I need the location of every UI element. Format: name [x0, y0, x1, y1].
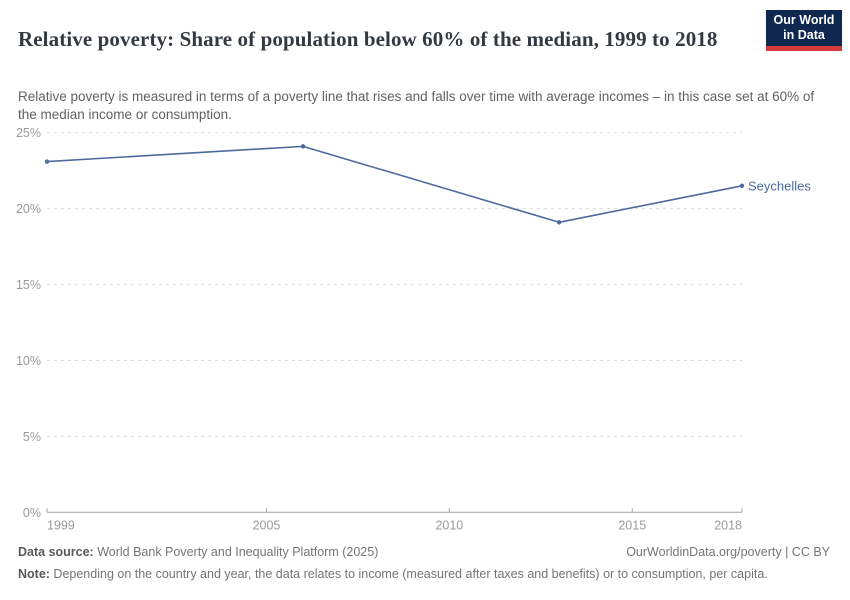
data-source-value: World Bank Poverty and Inequality Platfo…: [93, 545, 379, 559]
x-tick-label: 1999: [47, 518, 75, 532]
y-tick-label: 0%: [23, 506, 41, 520]
data-line: [46, 145, 743, 224]
footer-source-row: Data source: World Bank Poverty and Ineq…: [18, 544, 830, 561]
y-tick-label: 20%: [16, 202, 41, 216]
data-point[interactable]: [44, 159, 50, 164]
x-tick-label: 2010: [435, 518, 463, 532]
y-tick-label: 5%: [23, 430, 41, 444]
chart-subtitle: Relative poverty is measured in terms of…: [18, 88, 815, 123]
x-tick-label: 2015: [618, 518, 646, 532]
x-tick-label: 2018: [714, 518, 742, 532]
owid-logo[interactable]: Our World in Data: [766, 10, 842, 51]
note-label: Note:: [18, 567, 50, 581]
y-tick-label: 10%: [16, 354, 41, 368]
owid-logo-line1: Our World: [773, 13, 835, 27]
owid-logo-line2: in Data: [783, 28, 825, 42]
y-tick-label: 25%: [16, 126, 41, 140]
data-point[interactable]: [739, 183, 745, 189]
footer-note-row: Note: Depending on the country and year,…: [18, 566, 830, 583]
credit-link[interactable]: OurWorldinData.org/poverty | CC BY: [626, 545, 830, 559]
note-text: Note: Depending on the country and year,…: [18, 567, 768, 581]
chart-footer: Data source: World Bank Poverty and Ineq…: [18, 544, 830, 583]
data-point[interactable]: [300, 144, 306, 149]
x-tick-label: 2005: [253, 518, 281, 532]
y-tick-label: 15%: [16, 278, 41, 292]
note-value: Depending on the country and year, the d…: [49, 567, 768, 581]
series-label[interactable]: Seychelles: [748, 178, 811, 193]
data-source-label: Data source:: [18, 545, 94, 559]
data-point[interactable]: [556, 220, 562, 225]
page-title: Relative poverty: Share of population be…: [18, 27, 718, 52]
data-source-text: Data source: World Bank Poverty and Ineq…: [18, 544, 378, 561]
